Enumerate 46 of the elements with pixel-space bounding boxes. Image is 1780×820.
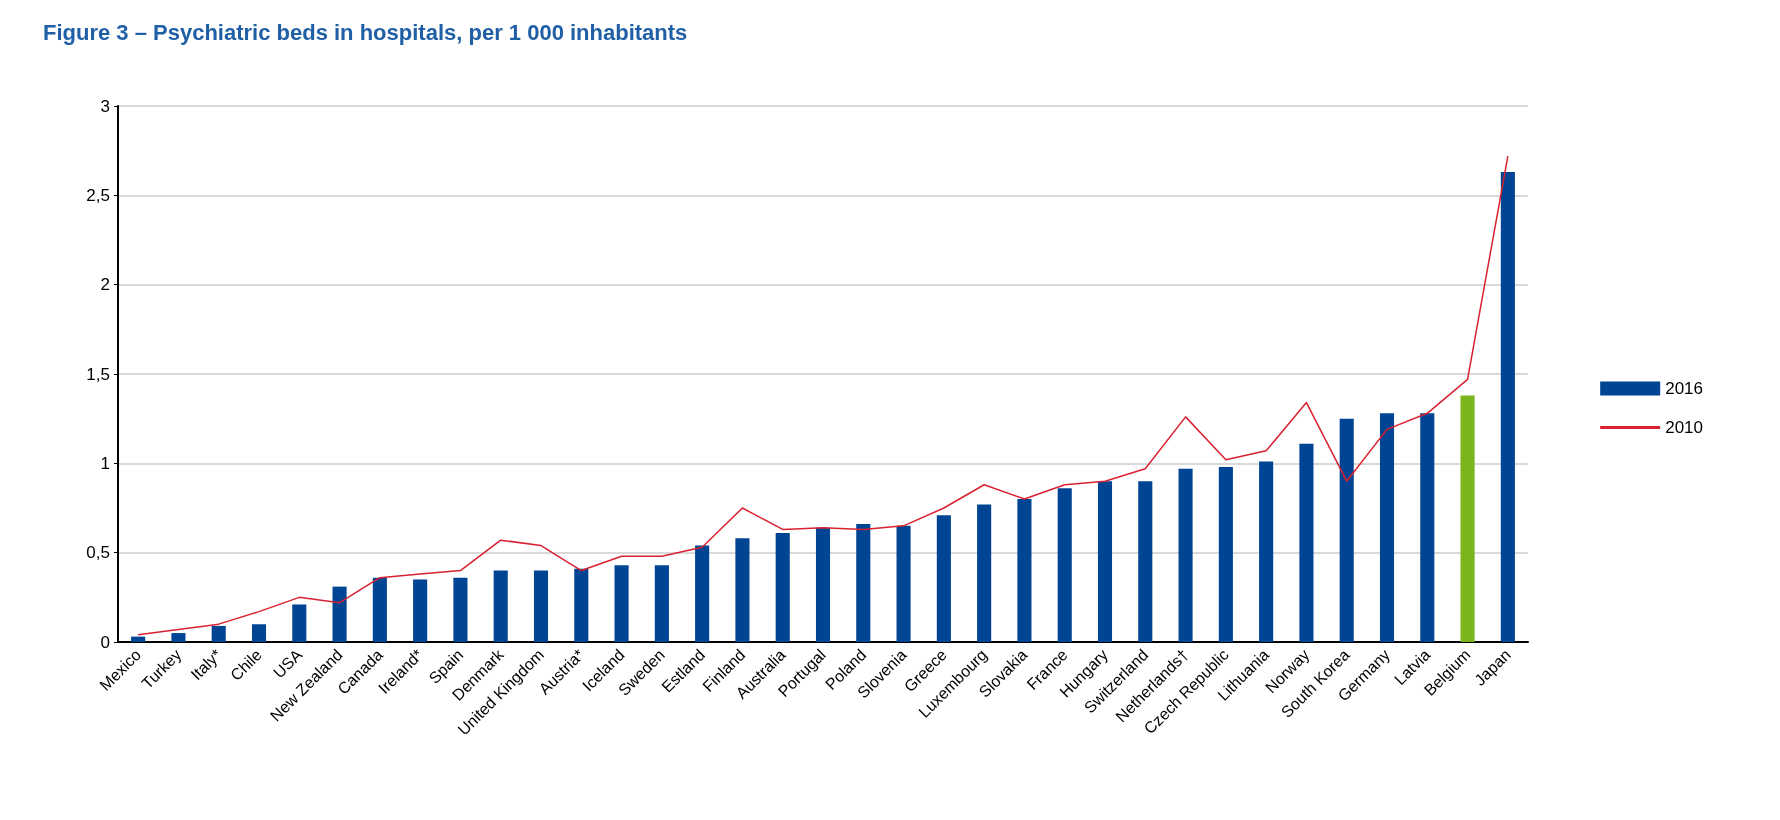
bar [1420,413,1435,642]
bar [332,586,347,642]
bar [614,565,629,642]
y-tick-label: 2,5 [86,185,110,205]
bar [1178,468,1193,642]
bar [1460,395,1475,642]
bar [171,633,186,642]
bar [695,545,710,642]
chart-title: Figure 3 – Psychiatric beds in hospitals, per 1 000 inhabitants [43,19,688,45]
line-series [137,155,1509,636]
bar [413,579,428,642]
y-tick-label: 1,5 [86,364,110,384]
bar [211,625,226,642]
bar [654,565,669,642]
bar [1057,488,1072,642]
bar [896,525,911,642]
bar [493,570,508,642]
bar [735,538,750,642]
bar [1218,466,1233,642]
y-tick-label: 0,5 [86,543,110,563]
bar [292,604,307,642]
bar [1259,461,1274,642]
y-tick-label: 3 [100,96,110,116]
bar [574,568,589,642]
bar [1138,481,1153,642]
y-tick-label: 0 [100,632,110,652]
bar [977,504,992,642]
bar [1339,418,1354,642]
y-tick-label: 2 [100,275,110,295]
bar [533,570,549,642]
bar [453,577,468,642]
bar [815,527,831,642]
bar [936,515,951,642]
bar [251,624,267,642]
bar [131,636,146,642]
bar [1017,499,1032,642]
legend-label: 2016 [1665,379,1704,398]
bar [1500,172,1515,642]
bar [1379,413,1395,642]
y-tick-label: 1 [100,453,110,473]
bar [372,577,387,642]
legend-label: 2010 [1665,418,1704,437]
bar [775,533,790,642]
bar [856,524,871,642]
bar [1299,443,1314,642]
bar [1097,481,1113,642]
